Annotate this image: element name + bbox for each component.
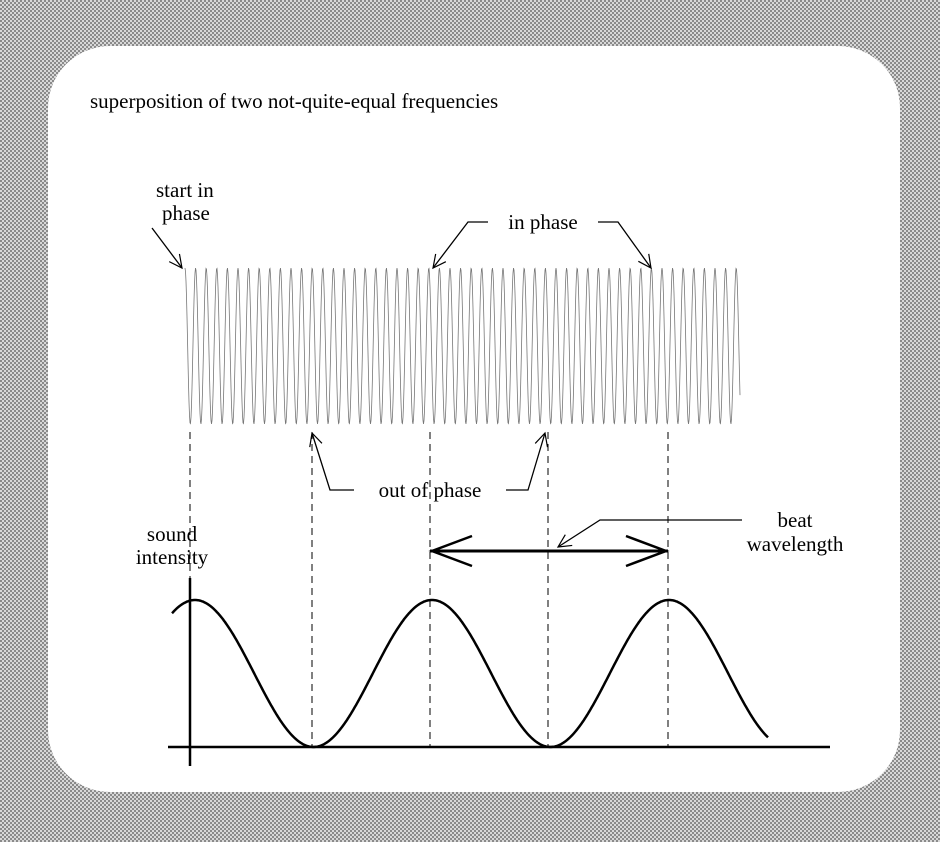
pointer [556,519,742,548]
intensity-curve [171,598,769,749]
label: sound [147,522,198,546]
title: superposition of two not-quite-equal fre… [90,89,498,113]
pointer [506,431,549,491]
label: start in [156,178,214,202]
label: beat [778,508,813,532]
pointer [432,221,488,270]
label: phase [162,201,210,225]
pointer [309,431,354,491]
panel [48,46,900,792]
label: wavelength [747,532,844,556]
label: out of phase [379,478,482,502]
waveform [184,267,741,425]
pointers [151,221,742,548]
label: intensity [136,545,209,569]
beat-arrow [428,534,670,568]
pointer [151,227,183,270]
label: in phase [508,210,577,234]
dashed-guides [189,432,669,747]
pointer [598,221,652,270]
